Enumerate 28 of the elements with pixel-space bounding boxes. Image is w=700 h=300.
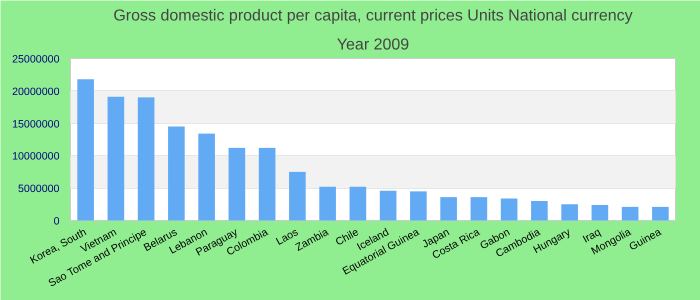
y-tick-label: 10000000 xyxy=(12,150,60,163)
bar xyxy=(258,148,276,220)
bar xyxy=(622,206,638,220)
chart-subtitle: Year 2009 xyxy=(336,36,410,54)
bar xyxy=(410,191,427,220)
bar xyxy=(561,204,578,220)
y-tick-label: 25000000 xyxy=(12,54,60,66)
y-tick-label: 0 xyxy=(54,216,60,228)
chart-title: Gross domestic product per capita, current prices Units National currency xyxy=(113,8,633,24)
bar xyxy=(108,96,124,220)
bar xyxy=(289,172,306,220)
bar xyxy=(319,186,336,220)
bar xyxy=(652,206,669,220)
bar xyxy=(500,198,518,220)
y-tick-label: 15000000 xyxy=(12,118,60,130)
bar xyxy=(380,190,396,220)
bar xyxy=(77,79,94,220)
y-tick-label: 5000000 xyxy=(18,183,60,196)
bar xyxy=(440,197,457,220)
bar xyxy=(198,134,215,220)
bar xyxy=(592,204,608,220)
bar xyxy=(531,201,548,220)
bar xyxy=(228,148,246,220)
bar xyxy=(350,186,366,220)
bar xyxy=(470,197,488,220)
y-tick-label: 20000000 xyxy=(12,86,60,98)
bar xyxy=(138,97,154,220)
bar xyxy=(168,126,185,220)
